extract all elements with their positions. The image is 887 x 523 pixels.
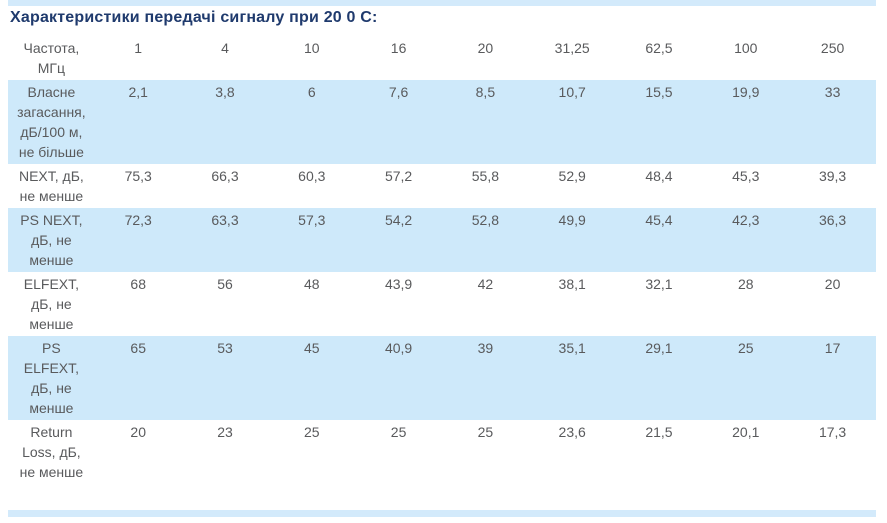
value-cell: 55,8	[471, 168, 499, 184]
value-cell: 25	[477, 424, 494, 440]
value-cell: 23,6	[558, 424, 586, 440]
row-label: PS ELFEXT, дБ, не менше	[23, 340, 80, 416]
value-cell: 19,9	[732, 84, 760, 100]
value-cell: 17,3	[818, 424, 847, 440]
specs-table: Частота, МГц 1 4 10 16 20 31,25 62,5 100 250 Влас…	[8, 36, 876, 484]
frequency-header: 62,5	[645, 40, 673, 56]
value-cell: 32,1	[645, 276, 673, 292]
value-cell: 72,3	[124, 212, 152, 228]
specs-table-head: Частота, МГц 1 4 10 16 20 31,25 62,5 100 250	[8, 36, 876, 80]
table-edge-top	[8, 0, 876, 6]
frequency-header: 4	[221, 40, 229, 56]
frequency-header: 10	[304, 40, 320, 56]
value-cell: 20	[824, 276, 841, 292]
value-cell: 45,3	[732, 168, 760, 184]
page-title: Характеристики передачі сигналу при 20 0…	[10, 9, 378, 26]
value-cell: 7,6	[388, 84, 409, 100]
table-row: PS ELFEXT, дБ, не менше 65 53 45 40,9 39 35,1 2…	[8, 336, 876, 420]
value-cell: 54,2	[384, 212, 413, 228]
table-edge-bottom	[8, 510, 876, 517]
value-cell: 23	[217, 424, 233, 440]
frequency-header: 1	[134, 40, 143, 56]
value-cell: 15,5	[645, 84, 673, 100]
value-cell: 20	[130, 424, 146, 440]
value-cell: 49,9	[558, 212, 586, 228]
value-cell: 8,5	[475, 84, 496, 100]
value-cell: 45,4	[645, 212, 673, 228]
value-cell: 39,3	[818, 168, 847, 184]
table-row: Власне загасання, дБ/100 м, не більше 2,1…	[8, 80, 876, 164]
value-cell: 42,3	[732, 212, 760, 228]
value-cell: 25	[304, 424, 320, 440]
value-cell: 52,9	[558, 168, 586, 184]
value-cell: 60,3	[298, 168, 326, 184]
value-cell: 65	[130, 340, 146, 356]
specs-table-body: Власне загасання, дБ/100 м, не більше 2,1…	[8, 80, 876, 484]
value-cell: 25	[737, 340, 754, 356]
value-cell: 17	[824, 340, 841, 356]
row-label: Return Loss, дБ, не менше	[19, 424, 84, 480]
value-cell: 40,9	[384, 340, 413, 356]
value-cell: 63,3	[211, 212, 239, 228]
value-cell: 38,1	[558, 276, 586, 292]
value-cell: 57,3	[298, 212, 326, 228]
table-row: PS NEXT, дБ, не менше 72,3 63,3 57,3 54,2 52,…	[8, 208, 876, 272]
value-cell: 25	[390, 424, 407, 440]
table-row: NEXT, дБ, не менше 75,3 66,3 60,3 57,2 55,8 52…	[8, 164, 876, 208]
value-cell: 20,1	[732, 424, 760, 440]
value-cell: 21,5	[645, 424, 673, 440]
value-cell: 43,9	[384, 276, 413, 292]
frequency-header: 250	[820, 40, 845, 56]
frequency-header: 20	[477, 40, 494, 56]
value-cell: 3,8	[215, 84, 235, 100]
table-row: Return Loss, дБ, не менше 20 23 25 25 25 23,6 2…	[8, 420, 876, 484]
table-row: ELFEXT, дБ, не менше 68 56 48 43,9 42 38,1 32,1…	[8, 272, 876, 336]
row-label: ELFEXT, дБ, не менше	[23, 276, 80, 332]
value-cell: 39	[477, 340, 494, 356]
value-cell: 35,1	[558, 340, 586, 356]
value-cell: 52,8	[471, 212, 499, 228]
value-cell: 56	[217, 276, 233, 292]
row-label: Власне загасання, дБ/100 м, не більше	[17, 84, 86, 160]
value-cell: 48	[304, 276, 320, 292]
value-cell: 45	[304, 340, 320, 356]
value-cell: 28	[737, 276, 754, 292]
header-row-label: Частота, МГц	[23, 40, 80, 76]
frequency-header: 100	[734, 40, 758, 56]
value-cell: 66,3	[211, 168, 239, 184]
value-cell: 2,1	[128, 84, 148, 100]
value-cell: 75,3	[124, 168, 152, 184]
row-label: NEXT, дБ, не менше	[18, 168, 84, 204]
value-cell: 29,1	[645, 340, 673, 356]
header-row: Частота, МГц 1 4 10 16 20 31,25 62,5 100 250	[8, 36, 876, 80]
frequency-header: 16	[390, 40, 407, 56]
value-cell: 48,4	[645, 168, 673, 184]
value-cell: 53	[217, 340, 233, 356]
value-cell: 68	[130, 276, 146, 292]
value-cell: 57,2	[384, 168, 413, 184]
row-label: PS NEXT, дБ, не менше	[20, 212, 83, 268]
value-cell: 42	[477, 276, 494, 292]
value-cell: 10,7	[558, 84, 586, 100]
value-cell: 36,3	[818, 212, 847, 228]
value-cell: 33	[824, 84, 841, 100]
value-cell: 6	[307, 84, 316, 100]
frequency-header: 31,25	[554, 40, 590, 56]
